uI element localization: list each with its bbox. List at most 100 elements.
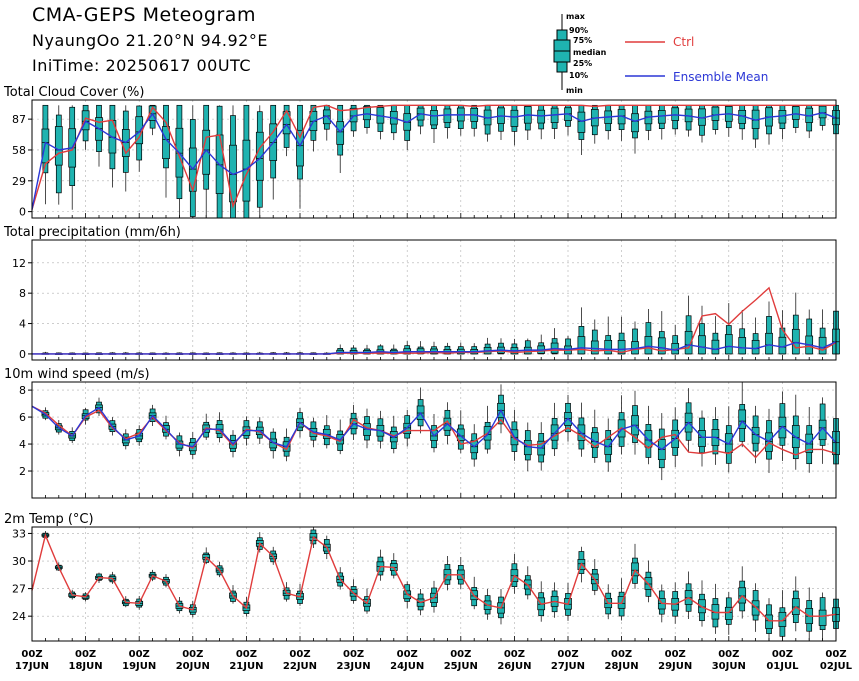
y-tick-label: 24 [12,610,26,623]
x-tick-label-date: 24JUN [390,661,424,672]
box-plot [791,292,800,355]
y-tick-label: 0 [19,348,26,361]
box-plot [617,316,626,355]
panel-frame [31,239,837,361]
box-plot [336,104,345,173]
x-tick-label-date: 22JUN [283,661,317,672]
x-tick-label-time: 00Z [397,649,418,660]
box-inner [336,121,345,145]
box-inner [765,332,773,355]
x-tick-label-date: 20JUN [176,661,210,672]
panel-title: Total Cloud Cover (%) [3,85,144,100]
box-inner [644,430,653,448]
panel-wind: 2 4 6 8 10m wind speed (m/s) [4,367,840,499]
box-inner [738,337,747,355]
box-plot [738,382,747,448]
ensemble-mean-line [32,341,837,355]
panel-title: 2m Temp (°C) [4,512,94,527]
y-tick-label: 58 [12,144,26,157]
box-plot [456,410,465,454]
y-tick-label: 27 [12,583,26,596]
box-inner [738,409,747,429]
box-inner [698,430,706,447]
box-inner [590,340,599,355]
box-plot [698,305,706,355]
box-inner [671,107,680,121]
panel-title: 10m wind speed (m/s) [4,367,150,382]
x-tick-label-time: 00Z [450,649,471,660]
box-inner [711,106,720,121]
box-inner [296,129,304,167]
location-label: NyaungOo 21.20°N 94.92°E [32,31,268,50]
box-inner [430,110,438,126]
y-tick-label: 33 [12,527,26,540]
x-tick-label-time: 00Z [182,649,203,660]
box-inner [604,339,613,355]
meteogram-title: CMA-GEPS Meteogram [32,4,256,26]
box-inner [631,113,639,133]
x-tick-label-time: 00Z [772,649,793,660]
ctrl-line [31,405,837,459]
box-plot [242,104,251,219]
x-tick-label-time: 00Z [504,649,525,660]
x-tick-label-date: 26JUN [497,661,531,672]
x-tick-label-time: 00Z [21,649,42,660]
legend-label-90: 90% [569,26,588,35]
box-inner [711,339,720,355]
y-tick-label: 8 [19,287,26,300]
x-tick-label-date: 23JUN [337,661,371,672]
legend-label-max: max [566,12,586,21]
panel-title: Total precipitation (mm/6h) [3,225,181,240]
x-tick-label-date: 28JUN [605,661,639,672]
legend-label-10: 10% [569,71,588,80]
box-inner [657,337,666,355]
box-inner [818,105,827,119]
x-tick-label-date: 02JUL [820,661,853,672]
box-inner [54,126,63,166]
box-plot [162,104,170,198]
box-plot [443,104,452,139]
legend: max 90% 75% median 25% 10% min Ctrl Ense… [553,12,768,95]
x-tick-label-time: 00Z [236,649,257,660]
y-tick-label: 87 [12,113,26,126]
box-inner [724,334,733,355]
x-tick-label-time: 00Z [75,649,96,660]
box-inner [617,340,626,355]
x-tick-label-date: 21JUN [229,661,263,672]
y-tick-label: 6 [19,411,26,424]
box-plot [430,104,438,143]
y-tick-label: 0 [19,206,26,219]
box-inner [765,614,773,629]
init-time-label: IniTime: 20250617 00UTC [32,56,252,75]
box-inner [644,336,653,355]
x-tick-label-time: 00Z [718,649,739,660]
box-inner [456,428,465,442]
x-tick-label-date: 25JUN [444,661,478,672]
panel-frame [31,99,837,219]
box-inner [791,328,800,355]
box-plot [818,397,827,464]
x-axis-labels: 00Z17JUN00Z18JUN00Z19JUN00Z20JUN00Z21JUN… [15,649,853,672]
legend-label-25: 25% [573,59,592,68]
box-inner [818,609,827,626]
ensemble-mean-line [31,112,837,210]
box-inner [684,330,693,355]
panel-cloud: 0 29 58 87 Total Cloud Cover (%) [3,85,840,219]
x-tick-label-time: 00Z [611,649,632,660]
legend-label-min: min [566,86,583,95]
x-tick-label-date: 30JUN [712,661,746,672]
y-tick-label: 30 [12,555,26,568]
box-inner [657,110,666,124]
box-plot [255,105,264,218]
y-tick-label: 2 [19,465,26,478]
legend-label-75: 75% [573,36,592,45]
panel-precip: 0 4 8 12 Total precipitation (mm/6h) [3,225,840,361]
x-tick-label-date: 17JUN [15,661,49,672]
x-tick-label-date: 18JUN [69,661,103,672]
x-tick-label-time: 00Z [343,649,364,660]
y-tick-label: 8 [19,384,26,397]
x-tick-label-time: 00Z [289,649,310,660]
x-tick-label-time: 00Z [825,649,846,660]
